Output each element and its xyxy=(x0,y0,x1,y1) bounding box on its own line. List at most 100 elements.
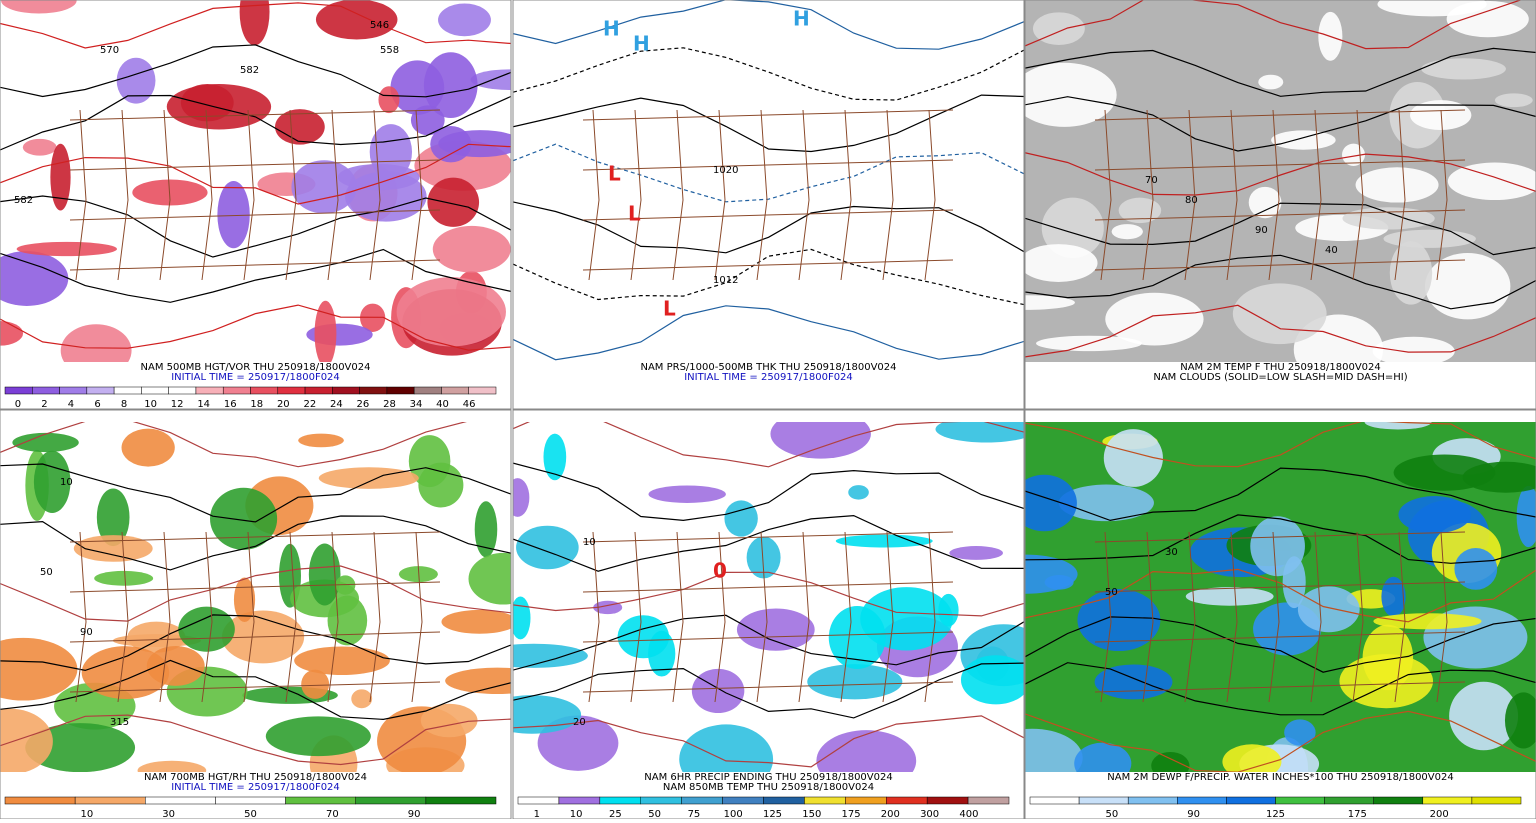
colorbar-label: 46 xyxy=(463,399,476,410)
colorbar-swatch xyxy=(681,796,723,805)
contour xyxy=(1025,467,1536,522)
contour xyxy=(513,201,1024,254)
map-label: 582 xyxy=(14,195,33,206)
state-border xyxy=(1094,631,1466,643)
field-blob xyxy=(427,177,480,227)
field-blob xyxy=(1339,654,1434,709)
field-blob xyxy=(1094,664,1173,700)
colorbar-label: 22 xyxy=(303,399,316,410)
colorbar-label: 200 xyxy=(881,809,900,819)
state-border xyxy=(1226,109,1238,281)
colorbar-swatch xyxy=(355,796,427,805)
map-label: 10 xyxy=(60,477,73,488)
field-blob xyxy=(0,637,78,701)
state-border xyxy=(201,109,213,281)
colorbar-label: 34 xyxy=(410,399,423,410)
state-border xyxy=(285,109,297,281)
colorbar-label: 10 xyxy=(80,809,93,819)
colorbar-label: 50 xyxy=(648,809,661,819)
state-border xyxy=(1094,209,1466,221)
field-blob xyxy=(1222,744,1282,772)
colorbar-label: 50 xyxy=(1105,809,1118,819)
field-blob xyxy=(513,596,531,640)
colorbar-swatch xyxy=(804,796,846,805)
state-border xyxy=(327,531,339,703)
field-blob xyxy=(617,615,670,659)
field-blob xyxy=(835,534,933,548)
contour xyxy=(1025,254,1536,310)
contour xyxy=(0,143,511,205)
colorbar-swatch xyxy=(86,386,115,395)
contour xyxy=(0,195,511,258)
panel-border xyxy=(0,0,512,410)
colorbar-label: 300 xyxy=(920,809,939,819)
colorbar-label: 40 xyxy=(436,399,449,410)
colorbar-label: 1 xyxy=(534,809,540,819)
colorbar-swatch xyxy=(1029,796,1080,805)
field-blob xyxy=(1449,681,1519,751)
map-label: H xyxy=(633,32,650,56)
state-border xyxy=(1226,531,1238,703)
state-border xyxy=(1184,531,1196,703)
map-area: 0 10 20 xyxy=(513,422,1024,772)
field-blob xyxy=(12,432,79,453)
field-blob xyxy=(0,251,69,306)
field-blob xyxy=(1377,0,1487,17)
colorbar-label: 175 xyxy=(842,809,861,819)
contour xyxy=(513,514,1024,572)
colorbar-swatch xyxy=(304,386,333,395)
colorbar-swatch xyxy=(599,796,641,805)
state-border xyxy=(327,109,339,281)
map-label: 70 xyxy=(1145,175,1158,186)
field-blob xyxy=(1025,244,1098,282)
map-label: 80 xyxy=(1185,195,1198,206)
field-blob xyxy=(1025,554,1078,594)
colorbar-label: 14 xyxy=(197,399,210,410)
map-label: 1012 xyxy=(713,275,738,286)
colorbar-label: 50 xyxy=(244,809,257,819)
field-blob xyxy=(121,428,175,467)
colorbar-swatch xyxy=(59,386,88,395)
field-blob xyxy=(828,606,886,669)
field-blob xyxy=(210,487,278,550)
contour xyxy=(0,44,511,98)
state-border xyxy=(1094,159,1466,171)
map-area: 50 90 315 10 xyxy=(0,422,511,772)
state-border xyxy=(1352,109,1364,281)
field-blob xyxy=(378,86,400,114)
field-blob xyxy=(1284,719,1316,746)
colorbar-label: 125 xyxy=(1266,809,1285,819)
colorbar-label: 20 xyxy=(277,399,290,410)
contour xyxy=(513,248,1024,306)
map-label: 50 xyxy=(1105,587,1118,598)
field-blob xyxy=(298,433,344,448)
field-blob xyxy=(474,501,498,558)
field-blob xyxy=(438,3,491,37)
field-blob xyxy=(1025,295,1075,310)
state-border xyxy=(630,109,642,281)
field-blob xyxy=(351,689,373,709)
state-border xyxy=(588,109,600,281)
colorbar-swatch xyxy=(74,796,146,805)
colorbar-swatch xyxy=(1324,796,1374,805)
state-border xyxy=(1310,531,1322,703)
colorbar-swatch xyxy=(250,386,279,395)
field-blob xyxy=(1074,742,1132,772)
colorbar-swatch xyxy=(332,386,360,395)
contour xyxy=(0,2,511,49)
state-border xyxy=(1268,109,1280,281)
field-blob xyxy=(1342,207,1435,230)
colorbar-swatch xyxy=(926,796,969,805)
colorbar-label: 4 xyxy=(68,399,74,410)
colorbar-label: 75 xyxy=(688,809,701,819)
state-border xyxy=(672,109,684,281)
state-border xyxy=(411,531,423,703)
field-blob xyxy=(513,478,530,517)
field-blob xyxy=(935,422,1024,443)
caption: NAM 6HR PRECIP ENDING THU 250918/1800V02… xyxy=(644,772,892,783)
state-border xyxy=(69,259,441,271)
contour xyxy=(1025,304,1536,358)
field-blob xyxy=(301,669,330,699)
colorbar-label: 30 xyxy=(162,809,175,819)
